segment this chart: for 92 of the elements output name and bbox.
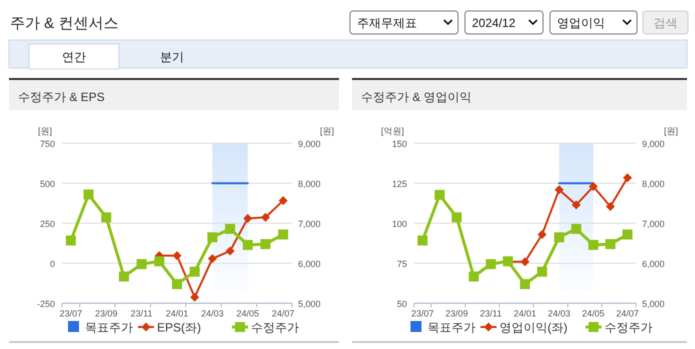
y-tick-label: 0	[50, 258, 55, 269]
point	[468, 272, 479, 282]
text: 주가 & 컨센서스	[10, 15, 118, 32]
x-tick-label: 24/05	[236, 308, 260, 318]
point	[260, 239, 270, 250]
x-tick-label: 23/07	[60, 308, 82, 318]
y-tick-label: -250	[36, 298, 55, 309]
legend-label: 수정주가	[604, 320, 652, 334]
point	[434, 190, 445, 200]
y2-tick-label: 8,000	[642, 178, 665, 189]
y2-tick-label: 5,000	[642, 298, 665, 309]
point	[486, 259, 496, 270]
point	[66, 236, 76, 246]
x-tick-label: 24/01	[514, 308, 536, 318]
point	[537, 266, 548, 277]
point	[554, 185, 564, 194]
y-axis-title: [원]	[38, 126, 52, 136]
x-tick-label: 24/01	[166, 308, 188, 318]
chart-title: 수정주가 & 영업이익	[361, 90, 472, 104]
y-tick-label: 125	[392, 178, 407, 189]
point	[172, 251, 182, 260]
legend-label: 수정주가	[251, 320, 299, 334]
point	[418, 236, 428, 246]
text: 분기	[160, 50, 184, 64]
y2-tick-label: 7,000	[642, 218, 665, 229]
point	[84, 190, 94, 200]
point	[588, 182, 598, 191]
text: 영업이익	[557, 16, 605, 30]
x-tick-label: 24/07	[272, 308, 294, 318]
point	[571, 224, 582, 234]
text: 2024/12	[472, 16, 516, 30]
y-tick-label: 100	[392, 218, 407, 229]
y-tick-label: 250	[40, 218, 55, 229]
text: 검색	[654, 16, 678, 30]
x-tick-label: 24/03	[548, 308, 570, 318]
x-tick-label: 23/11	[480, 308, 502, 318]
point	[243, 214, 252, 223]
y-tick-label: 50	[396, 298, 407, 309]
point	[242, 240, 253, 250]
y2-tick-label: 5,000	[298, 298, 321, 309]
chart-title: 수정주가 & EPS	[18, 90, 105, 104]
point	[278, 196, 288, 206]
x-tick-label: 24/07	[616, 308, 639, 318]
y2-tick-label: 7,000	[298, 218, 321, 229]
text: 연간	[62, 50, 86, 64]
point	[588, 240, 598, 250]
point	[538, 230, 547, 239]
point	[605, 239, 616, 250]
y2-axis-title: [원]	[320, 126, 334, 136]
point	[225, 224, 236, 234]
y2-tick-label: 6,000	[642, 258, 665, 269]
point	[452, 212, 462, 222]
legend-label: 영업이익(좌)	[500, 320, 568, 334]
x-tick-label: 23/09	[94, 308, 118, 318]
point	[520, 279, 530, 290]
point	[190, 266, 200, 277]
point	[190, 292, 200, 302]
y2-tick-label: 9,000	[298, 138, 321, 149]
point	[278, 230, 288, 240]
point	[208, 254, 217, 264]
x-tick-label: 23/11	[130, 308, 153, 318]
y-tick-label: 500	[40, 178, 55, 189]
y-tick-label: 150	[392, 138, 407, 149]
point	[136, 259, 147, 270]
x-tick-label: 23/07	[411, 308, 434, 318]
y-tick-label: 750	[40, 138, 55, 149]
point	[622, 173, 632, 182]
point	[154, 256, 164, 266]
x-tick-label: 23/09	[445, 308, 468, 318]
y-tick-label: 75	[396, 258, 407, 269]
point	[172, 279, 182, 290]
point	[520, 257, 530, 266]
y2-axis-title: [원]	[664, 126, 678, 136]
point	[572, 200, 581, 210]
point	[226, 246, 235, 256]
legend-label: 목표주가	[428, 320, 476, 334]
legend-label: EPS(좌)	[157, 320, 202, 334]
point	[118, 272, 129, 282]
text: 주재무제표	[357, 16, 417, 30]
point	[554, 232, 564, 242]
y2-tick-label: 6,000	[298, 258, 321, 269]
point	[606, 202, 615, 211]
y-axis-title: [억원]	[380, 126, 404, 136]
point	[207, 232, 218, 242]
x-tick-label: 24/03	[201, 308, 224, 318]
point	[260, 212, 270, 222]
point	[101, 212, 112, 222]
y2-tick-label: 8,000	[298, 178, 321, 189]
legend-label: 목표주가	[85, 320, 133, 334]
y2-tick-label: 9,000	[642, 138, 665, 149]
x-tick-label: 24/05	[582, 308, 605, 318]
point	[622, 230, 632, 240]
